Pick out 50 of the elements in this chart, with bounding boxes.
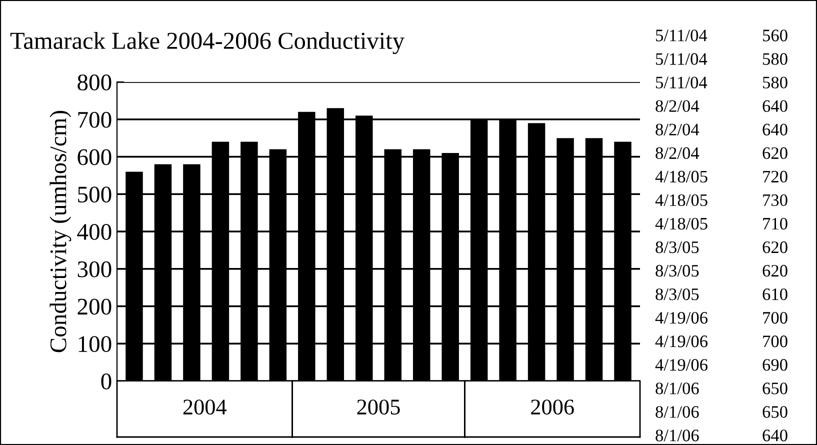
y-tick-label: 800: [78, 74, 112, 90]
text: 2004: [183, 400, 227, 415]
text: 620: [762, 264, 788, 277]
text: 8/1/06: [656, 382, 699, 394]
text: 690: [762, 359, 788, 371]
text: 650: [762, 382, 788, 394]
text: 620: [762, 147, 788, 159]
text: 700: [763, 336, 788, 348]
text: 4/18/05: [655, 218, 708, 230]
text: 2006: [531, 400, 574, 415]
text: 8/2/04: [656, 124, 700, 136]
text: 8/3/05: [656, 264, 699, 277]
text: 640: [762, 100, 788, 112]
y-tick-label: 100: [78, 336, 112, 352]
text: 730: [763, 194, 788, 206]
text: 2005: [357, 400, 400, 415]
chart-title: Tamarack Lake 2004-2006 Conductivity: [10, 32, 404, 54]
text: 560: [763, 30, 788, 42]
y-tick-label: 700: [78, 112, 112, 128]
text: 620: [762, 241, 788, 254]
text: 8/1/06: [656, 406, 699, 418]
y-tick-label: 600: [78, 149, 112, 166]
y-axis-title: Conductivity (umhos/cm): [50, 110, 72, 352]
text: 610: [762, 288, 788, 300]
text: 8/2/04: [656, 147, 700, 159]
text: 4/19/06: [655, 336, 708, 348]
y-tick-label: 0: [101, 373, 112, 390]
text: 640: [762, 430, 788, 442]
text: 580: [763, 53, 788, 65]
text: 710: [763, 218, 788, 230]
text: 5/11/04: [656, 30, 708, 42]
text: 580: [763, 76, 788, 88]
text: 4/18/05: [655, 194, 708, 206]
text: 8/3/05: [656, 288, 699, 300]
y-tick-label: 300: [78, 261, 112, 278]
text: 8/1/06: [656, 430, 699, 442]
y-tick-label: 200: [78, 298, 112, 315]
text: 8/2/04: [656, 100, 700, 112]
text: 5/11/04: [656, 76, 708, 88]
text: 4/18/05: [655, 170, 708, 183]
y-tick-label: 400: [77, 224, 112, 240]
y-tick-label: 500: [78, 186, 112, 203]
text: 4/19/06: [655, 359, 708, 371]
text: 640: [762, 124, 788, 136]
text: 4/19/06: [655, 312, 708, 324]
text: 700: [763, 312, 788, 324]
text: 720: [763, 170, 788, 183]
text: 650: [762, 406, 788, 418]
text: 8/3/05: [656, 241, 699, 254]
text: 5/11/04: [656, 53, 708, 65]
